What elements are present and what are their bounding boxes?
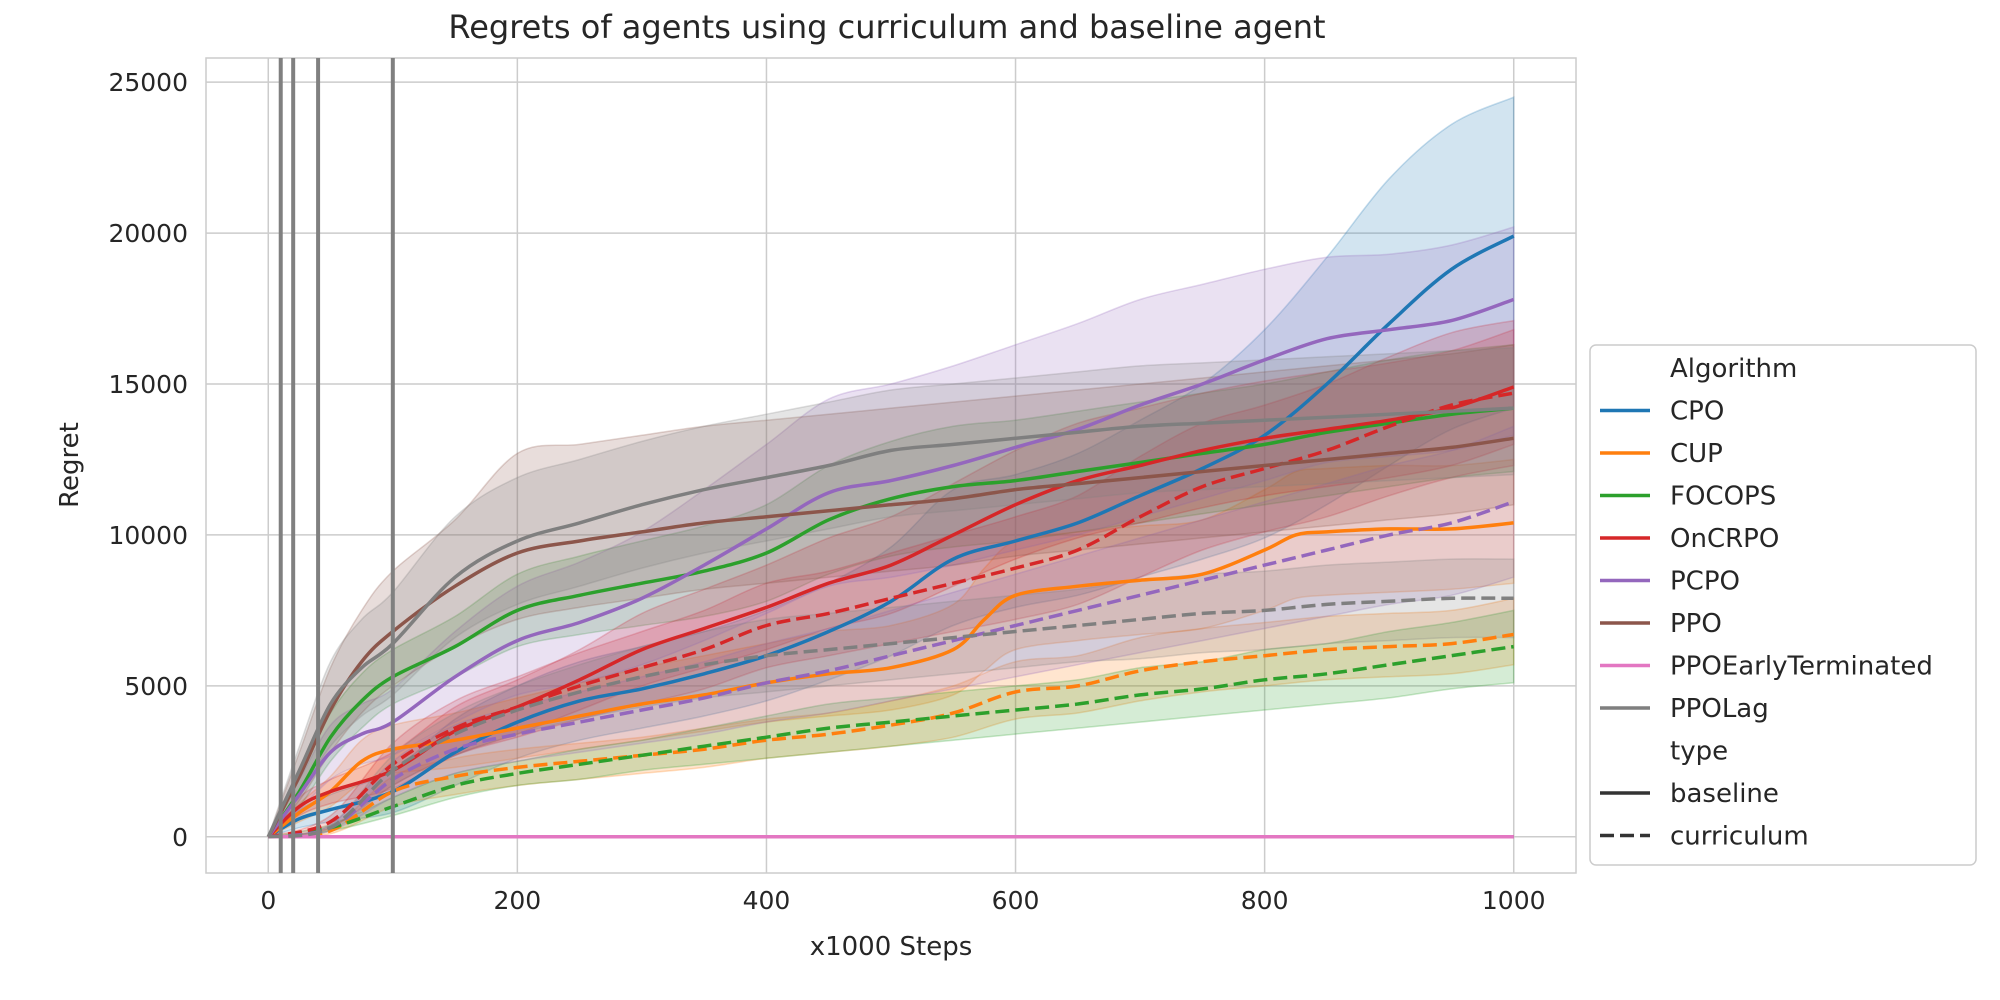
x-tick-label: 0: [260, 886, 276, 915]
cpo-baseline-line: [267, 234, 1515, 839]
legend-focops-label: FOCOPS: [1670, 482, 1776, 512]
legend-title-algorithm: Algorithm: [1670, 354, 1797, 384]
x-tick-label: 600: [992, 886, 1040, 915]
focops-curriculum-line: [268, 644, 1514, 839]
y-tick-label: 25000: [108, 68, 188, 97]
series-lines: [266, 234, 1515, 839]
plot-area: [205, 57, 1577, 874]
y-tick-label: 5000: [124, 672, 188, 701]
ppolag-curriculum-band: [268, 558, 1515, 838]
legend: Algorithm CPO CUP FOCOPS OnCRPO PCPO PPO PPOEar…: [1589, 344, 1977, 866]
x-tick-label: 1000: [1482, 886, 1546, 915]
legend-title-type: type: [1670, 737, 1728, 767]
curriculum-stage-lines: [278, 58, 395, 873]
focops-baseline-line: [266, 406, 1514, 838]
pcpo-baseline-band: [267, 225, 1515, 838]
oncrpo-curriculum-line: [267, 391, 1515, 839]
x-tick-label: 800: [1241, 886, 1289, 915]
ppolag-curriculum-line: [268, 596, 1514, 839]
legend-cpo-label: CPO: [1670, 397, 1724, 427]
legend-ppolag-label: PPOLag: [1670, 694, 1769, 724]
legend-frame: [1589, 344, 1977, 866]
chart-title: Regrets of agents using curriculum and b…: [448, 8, 1325, 46]
pcpo-curriculum-line: [268, 500, 1515, 839]
y-axis-label: Regret: [55, 422, 85, 508]
legend-cup-label: CUP: [1670, 439, 1723, 469]
legend-ppoearlyterminated-label: PPOEarlyTerminated: [1670, 652, 1933, 682]
y-tick-label: 15000: [108, 370, 188, 399]
y-tick-label: 0: [172, 823, 188, 852]
legend-ppo-label: PPO: [1670, 609, 1722, 639]
tick-labels: 0 200 400 600 800 100005000100001500020000250…: [108, 68, 1545, 915]
ppo-baseline-line: [266, 436, 1514, 838]
x-tick-label: 200: [494, 886, 542, 915]
y-tick-label: 10000: [108, 521, 188, 550]
legend-curriculum-label: curriculum: [1670, 822, 1809, 852]
ppolag-baseline-line: [266, 406, 1514, 838]
legend-baseline-label: baseline: [1670, 779, 1779, 809]
legend-oncrpo-label: OnCRPO: [1670, 524, 1779, 554]
y-tick-label: 20000: [108, 219, 188, 248]
legend-pcpo-label: PCPO: [1670, 567, 1740, 597]
cup-curriculum-line: [268, 632, 1514, 839]
x-tick-label: 400: [743, 886, 791, 915]
x-axis-label: x1000 Steps: [810, 932, 973, 962]
